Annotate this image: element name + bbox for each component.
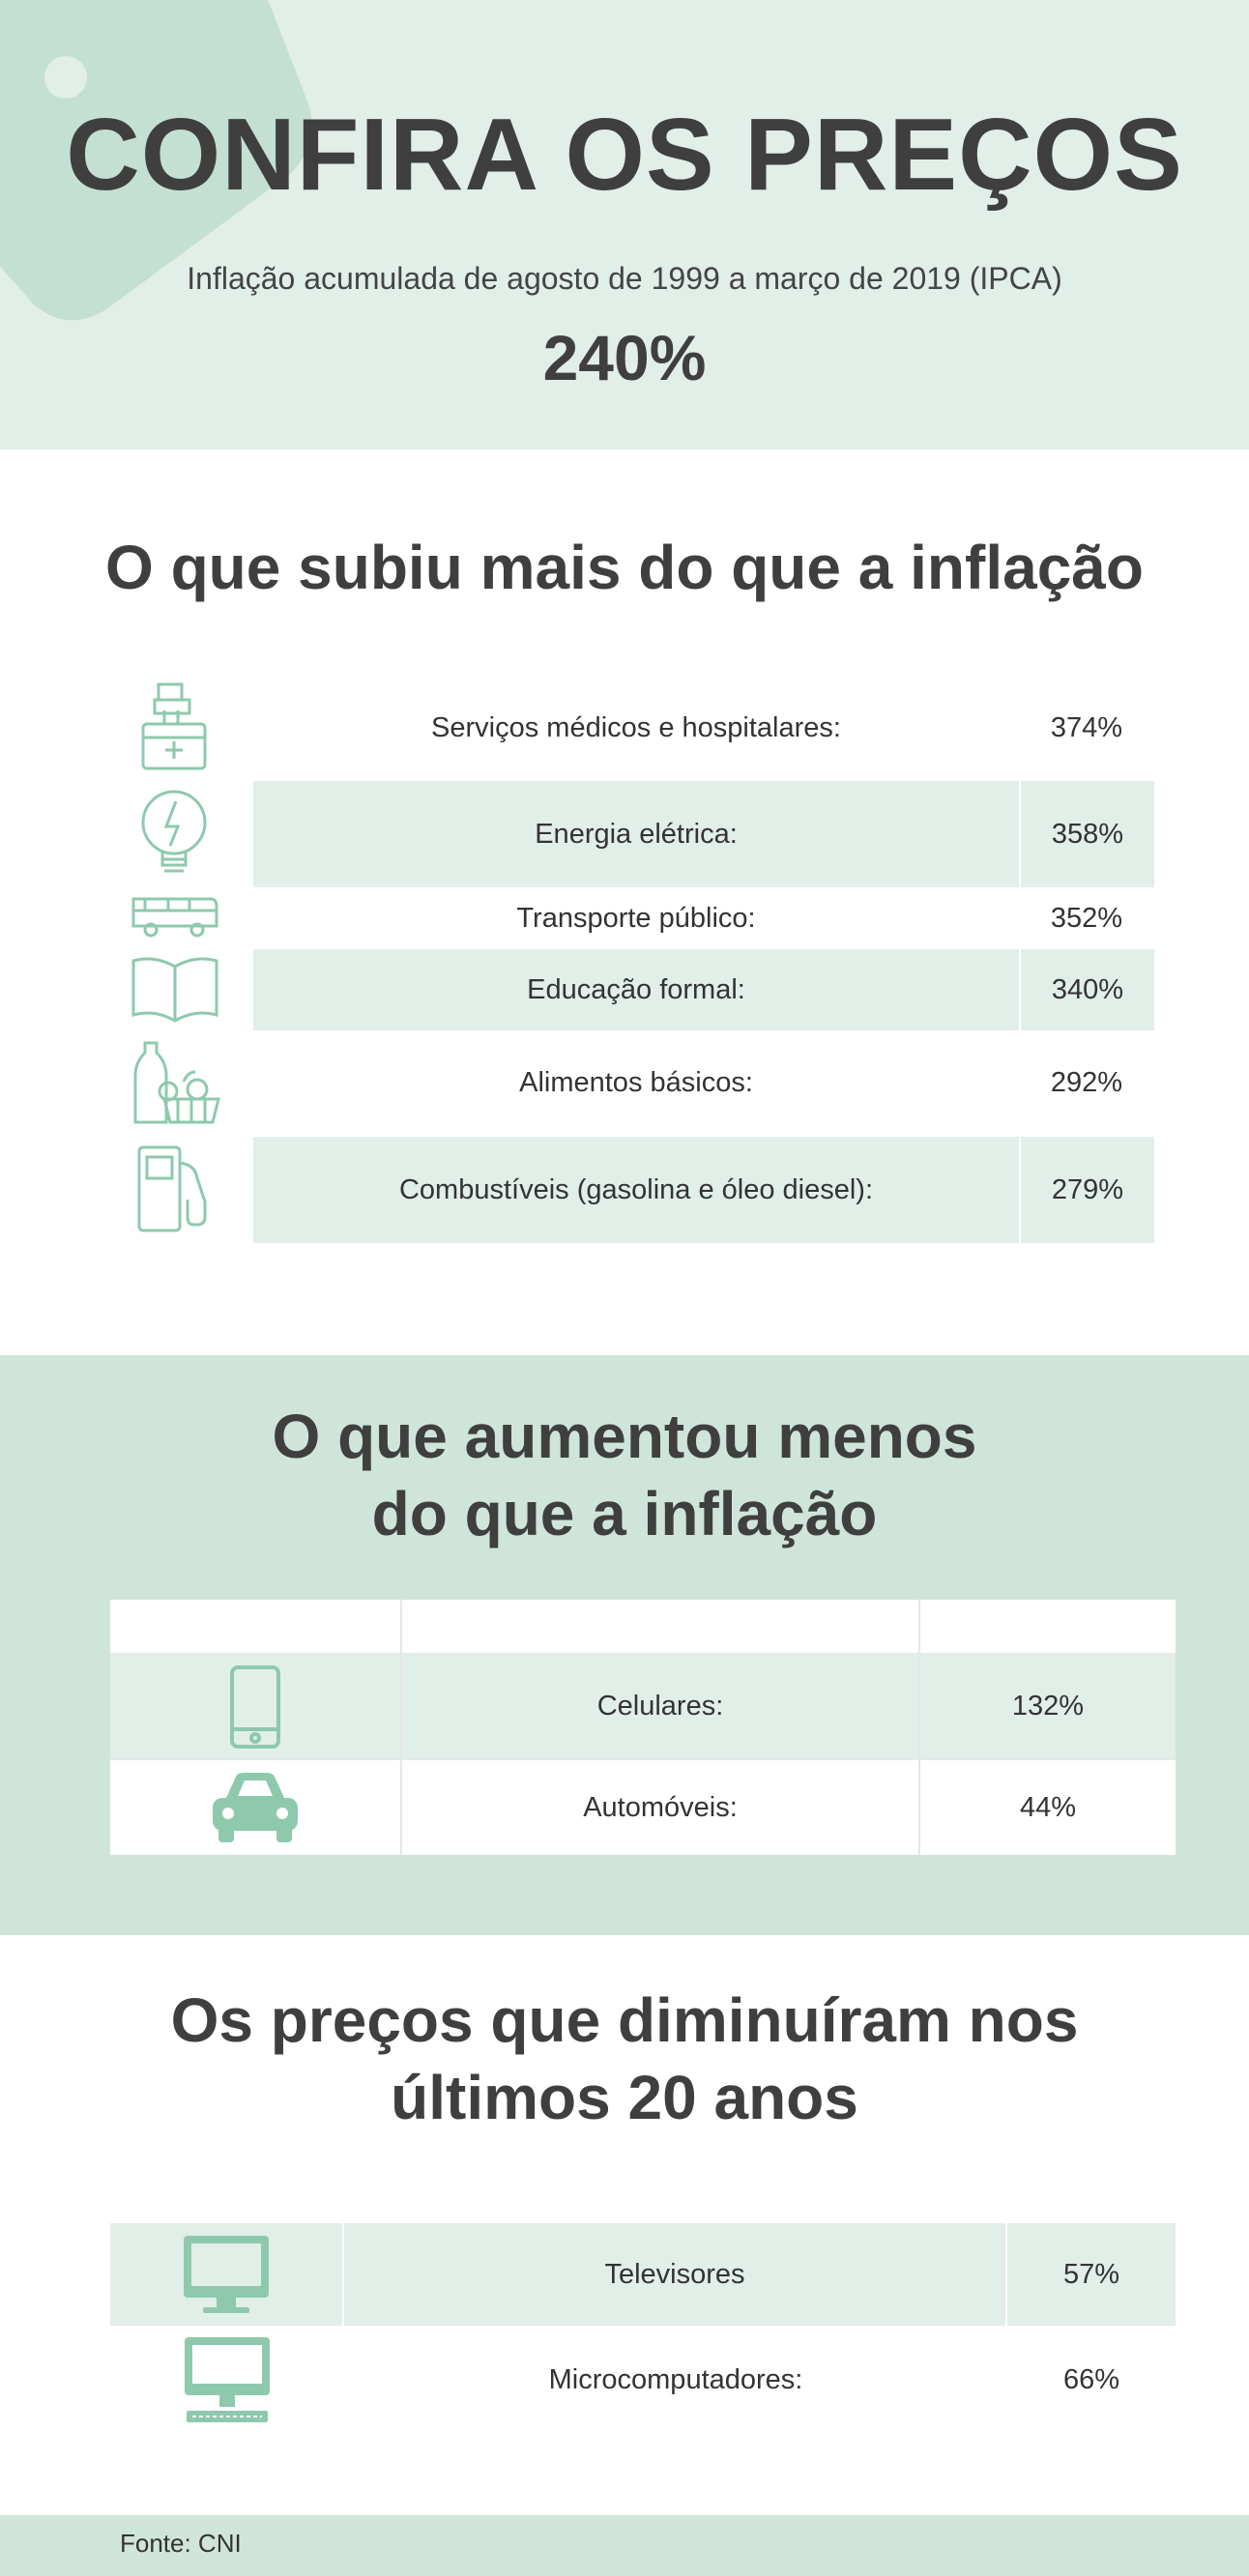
desktop-computer-icon bbox=[185, 2337, 270, 2422]
section-decreased-title-line2: últimos 20 anos bbox=[391, 2063, 858, 2132]
bus-icon bbox=[130, 893, 220, 938]
table-row-televisions: Televisores 57% bbox=[110, 2223, 1176, 2326]
light-bulb-icon bbox=[137, 788, 211, 881]
item-value: 374% bbox=[1050, 711, 1123, 743]
item-value: 132% bbox=[1011, 1691, 1085, 1722]
item-value: 66% bbox=[1062, 2363, 1120, 2395]
source-text: Fonte: CNI bbox=[120, 2529, 242, 2558]
list-item-basic-food: Alimentos básicos: 292% bbox=[253, 1044, 1154, 1121]
list-item-fuel: Combustíveis (gasolina e óleo diesel): 2… bbox=[253, 1137, 1154, 1243]
header-banner: CONFIRA OS PREÇOS Inflação acumulada de … bbox=[0, 0, 1249, 449]
section-above-title: O que subiu mais do que a inflação bbox=[105, 533, 1144, 602]
header-cell bbox=[402, 1600, 920, 1653]
icon-cell bbox=[110, 1760, 402, 1855]
inflation-value: 240% bbox=[542, 322, 707, 393]
item-label: Celulares: bbox=[402, 1654, 920, 1759]
item-label: Televisores bbox=[344, 2223, 1007, 2326]
section-decreased-title-line1: Os preços que diminuíram nos bbox=[170, 1985, 1079, 2055]
item-label: Energia elétrica: bbox=[535, 818, 738, 850]
item-label: Alimentos básicos: bbox=[519, 1066, 753, 1098]
item-value: 340% bbox=[1019, 949, 1154, 1030]
mobile-phone-icon bbox=[230, 1664, 280, 1749]
item-label: Automóveis: bbox=[402, 1760, 920, 1855]
item-value: 44% bbox=[1019, 1791, 1077, 1823]
book-icon bbox=[130, 955, 220, 1023]
item-value: 292% bbox=[1050, 1066, 1123, 1098]
item-label: Serviços médicos e hospitalares: bbox=[431, 711, 841, 743]
item-value: 279% bbox=[1019, 1137, 1154, 1243]
section-below-title-line1: O que aumentou menos bbox=[272, 1402, 977, 1471]
table-row-cars: Automóveis: 44% bbox=[110, 1760, 1176, 1855]
table-header-row bbox=[110, 1600, 1176, 1654]
table-row-mobile-phones: Celulares: 132% bbox=[110, 1654, 1176, 1760]
inflation-subtitle: Inflação acumulada de agosto de 1999 a m… bbox=[187, 261, 1062, 296]
list-item-electric-energy: Energia elétrica: 358% bbox=[253, 781, 1154, 887]
item-value: 57% bbox=[1062, 2258, 1120, 2290]
list-item-medical-services: Serviços médicos e hospitalares: 374% bbox=[253, 689, 1154, 767]
car-icon bbox=[213, 1773, 298, 1842]
grocery-basket-icon bbox=[130, 1039, 222, 1126]
item-value: 358% bbox=[1019, 781, 1154, 887]
fuel-pump-icon bbox=[133, 1143, 215, 1234]
item-label: Educação formal: bbox=[527, 973, 745, 1005]
page-title: CONFIRA OS PREÇOS bbox=[66, 98, 1183, 212]
header-cell bbox=[920, 1600, 1176, 1653]
icon-cell bbox=[110, 1654, 402, 1759]
item-value: 352% bbox=[1050, 902, 1123, 934]
price-tag-circle-decoration bbox=[0, 0, 285, 237]
item-label: Transporte público: bbox=[516, 902, 756, 934]
medical-kit-icon bbox=[135, 681, 213, 773]
item-label: Combustíveis (gasolina e óleo diesel): bbox=[398, 1173, 874, 1205]
table-row-microcomputers: Microcomputadores: 66% bbox=[110, 2326, 1176, 2434]
decreased-prices-table: Televisores 57% Microcomputadores: 66% bbox=[110, 2223, 1176, 2434]
section-below-title-line2: do que a inflação bbox=[371, 1479, 878, 1548]
item-label: Microcomputadores: bbox=[548, 2363, 803, 2395]
icon-cell bbox=[110, 2326, 344, 2434]
list-item-education: Educação formal: 340% bbox=[253, 949, 1154, 1030]
footer-bar: Fonte: CNI bbox=[0, 2515, 1249, 2576]
list-item-public-transport: Transporte público: 352% bbox=[253, 887, 1154, 949]
television-icon bbox=[184, 2236, 269, 2313]
header-cell bbox=[110, 1600, 402, 1653]
below-inflation-table: Celulares: 132% Automóveis: 44% bbox=[110, 1600, 1176, 1855]
icon-cell bbox=[110, 2223, 344, 2326]
